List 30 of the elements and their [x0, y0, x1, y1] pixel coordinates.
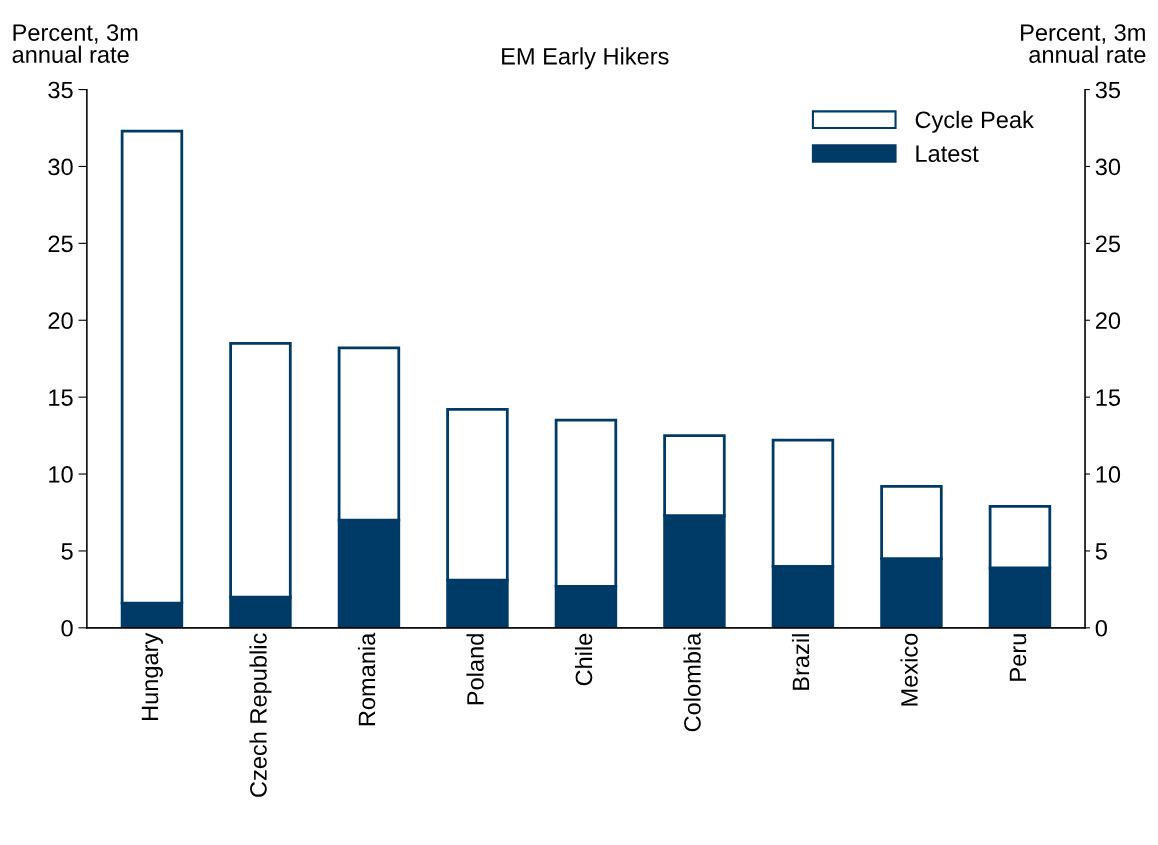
- y2-tick-label: 5: [1095, 543, 1107, 560]
- y2-tick-label: 35: [1095, 81, 1121, 99]
- y-tick-label: 35: [48, 81, 73, 99]
- y-tick-label: 5: [61, 543, 73, 560]
- y-tick-label: 20: [48, 312, 73, 330]
- y2-tick-label: 0: [1095, 619, 1107, 637]
- chart-title: EM Early Hikers: [502, 47, 669, 70]
- y2-tick-label: 25: [1095, 235, 1121, 253]
- x-tick-label: Mexico: [900, 633, 918, 706]
- y-tick-label: 30: [48, 158, 73, 176]
- y2-tick-label: 10: [1096, 466, 1121, 483]
- y-axis-title: Percent, 3m annual rate: [12, 24, 138, 63]
- y2-tick-label: 20: [1095, 312, 1121, 330]
- x-tick-label: Czech Republic: [249, 633, 272, 797]
- x-tick-label: Peru: [1009, 634, 1027, 681]
- y-tick-label: 0: [61, 619, 73, 637]
- x-tick-label: Brazil: [791, 634, 810, 690]
- x-tick-label: Poland: [466, 634, 484, 705]
- y2-axis-title: Percent, 3m annual rate: [1021, 24, 1146, 63]
- y2-tick-label: 15: [1096, 389, 1121, 406]
- y2-tick-label: 30: [1095, 158, 1121, 176]
- legend-label: Cycle Peak: [915, 110, 1034, 133]
- x-tick-label: Colombia: [683, 632, 701, 732]
- x-tick-label: Chile: [574, 633, 593, 686]
- y-tick-label: 15: [49, 389, 73, 406]
- x-tick-label: Hungary: [141, 632, 163, 720]
- y-tick-label: 25: [48, 235, 73, 253]
- legend-label: Latest: [916, 145, 979, 162]
- y-tick-label: 10: [49, 466, 73, 483]
- x-tick-label: Romania: [357, 632, 376, 726]
